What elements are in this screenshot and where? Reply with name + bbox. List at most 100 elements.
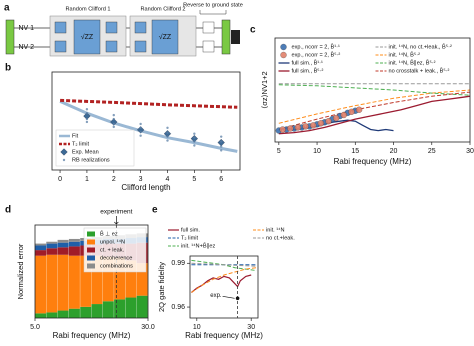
series-line (278, 95, 471, 135)
x-tick-label: 20 (390, 148, 398, 155)
legend-label: no crosstalk + leak., B̄⁵·² (389, 67, 450, 74)
x-tick-label: 2 (112, 176, 116, 183)
gate (202, 40, 215, 53)
bar-segment (57, 310, 69, 318)
readout-block (221, 19, 231, 55)
bar-segment (91, 304, 103, 318)
x-tick-label: 30 (466, 148, 474, 155)
data-point (220, 135, 223, 138)
bar-segment (57, 247, 69, 255)
series-line (60, 98, 238, 109)
block-label: Random Clifford 2 (141, 6, 186, 12)
data-point (110, 118, 118, 126)
init-block (5, 19, 15, 55)
legend-label: B̄ ⊥ ez (100, 231, 118, 238)
legend-swatch (280, 43, 287, 51)
data-point (85, 120, 89, 124)
x-tick-label: 10 (193, 324, 201, 331)
x-tick-label: 10 (313, 148, 321, 155)
series-line (278, 89, 471, 124)
bar-segment (68, 246, 80, 256)
data-point (325, 118, 332, 125)
data-point (193, 140, 196, 143)
bar-segment (57, 254, 69, 311)
bar-segment (46, 243, 58, 249)
bar-segment (35, 250, 46, 256)
block-label: Reverse to ground state (183, 2, 243, 8)
gate (73, 19, 101, 55)
data-point (85, 108, 89, 111)
data-point (85, 117, 89, 121)
gate (54, 40, 67, 53)
bar-segment (68, 308, 80, 318)
gate (105, 21, 118, 34)
y-axis-label: 2Q gate fidelity (157, 262, 166, 312)
gate-label: √ZZ (159, 33, 172, 41)
legend-swatch (87, 231, 95, 237)
bar-segment (35, 313, 46, 318)
x-tick-label: 3 (139, 176, 143, 183)
y-tick-label: 0.99 (171, 260, 185, 267)
bar-segment (125, 297, 137, 318)
x-tick-label: 30.0 (141, 324, 155, 331)
data-point (166, 139, 169, 142)
panel-label: e (152, 205, 158, 216)
data-point (112, 113, 115, 117)
x-tick-label: 4 (166, 176, 170, 183)
data-point (193, 144, 196, 147)
data-point (220, 140, 223, 143)
bar-segment (136, 295, 148, 318)
series-line (191, 274, 252, 293)
legend-label: full sim., B̄⁵·² (292, 67, 324, 74)
x-axis-label: Clifford length (121, 183, 170, 192)
data-point (220, 145, 223, 148)
legend-label: init. ¹⁴N (266, 226, 285, 233)
data-point (302, 123, 309, 130)
data-point (139, 130, 142, 133)
gate (202, 21, 215, 34)
legend-label: Exp. Mean (72, 149, 99, 155)
data-point (137, 126, 145, 134)
annotation-point (235, 296, 240, 301)
legend-label: init. ¹⁴N+B̄∥ez (181, 242, 215, 249)
legend-label: Fit (72, 133, 79, 139)
data-point (112, 122, 115, 126)
annotation-arrow (222, 296, 235, 299)
legend-swatch (87, 263, 95, 269)
bar-segment (46, 248, 58, 255)
gate (134, 21, 147, 34)
legend-swatch (62, 158, 66, 162)
gate (134, 40, 147, 53)
bar-segment (46, 241, 58, 244)
data-point (139, 126, 142, 130)
legend-label: ct. + leak. (100, 247, 125, 253)
bar-segment (68, 238, 80, 242)
annotation-arrow (114, 216, 119, 225)
bar-segment (35, 245, 46, 251)
legend-label: decoherence (100, 255, 132, 261)
series-line (191, 267, 257, 293)
data-point (193, 136, 196, 139)
legend-label: T₂ limit (181, 235, 199, 241)
bar-segment (46, 254, 58, 313)
bar-segment (68, 241, 80, 247)
qubit-label: NV 1 (18, 25, 34, 32)
gate (151, 19, 179, 55)
qubit-label: NV 2 (18, 44, 34, 51)
legend-label: no ct.+leak. (266, 235, 295, 241)
data-point (85, 111, 89, 115)
data-point (294, 124, 302, 131)
legend-label: full sim. (181, 227, 200, 233)
x-axis-label: Rabi frequency (MHz) (334, 157, 412, 166)
data-point (340, 111, 347, 119)
bar-segment (136, 263, 148, 296)
data-point (166, 135, 169, 138)
y-tick-label: 0.96 (171, 304, 185, 311)
x-tick-label: 0 (58, 176, 62, 183)
series-line (191, 262, 257, 267)
legend: Fit T₂ limit Exp. Mean RB realizations (55, 129, 135, 167)
legend-label: full sim., B̄¹·¹ (292, 60, 324, 67)
series-line (59, 100, 238, 153)
